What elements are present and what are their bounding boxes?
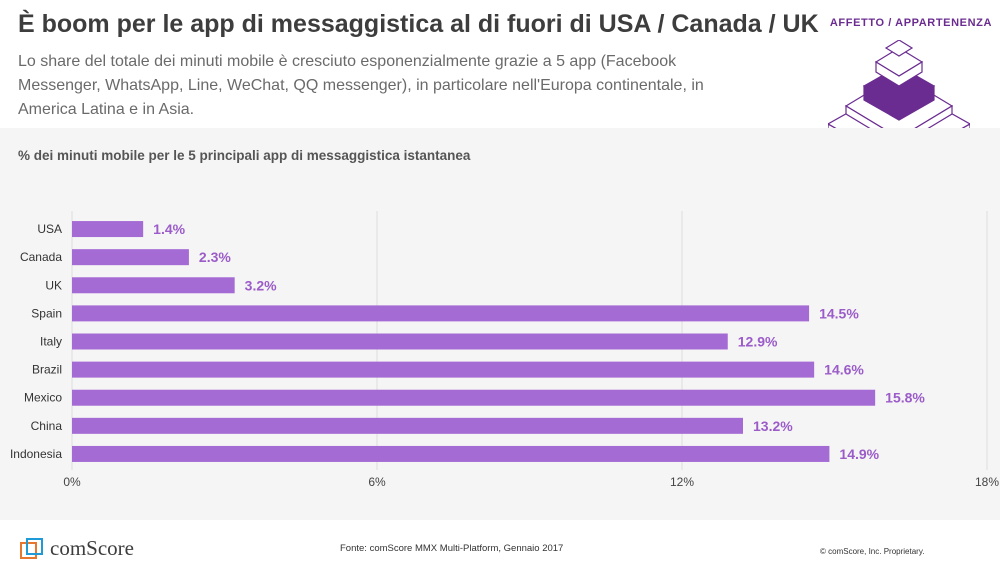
x-tick-label: 12% bbox=[670, 475, 694, 489]
category-tag: AFFETTO / APPARTENENZA bbox=[829, 17, 992, 29]
logo-text: comScore bbox=[50, 536, 134, 560]
bar bbox=[72, 417, 743, 434]
category-label: Spain bbox=[31, 306, 62, 320]
bar bbox=[72, 389, 876, 406]
bar bbox=[72, 277, 235, 294]
data-label: 13.2% bbox=[753, 418, 793, 434]
category-label: UK bbox=[45, 278, 62, 292]
page-subtitle: Lo share del totale dei minuti mobile è … bbox=[18, 53, 704, 118]
data-label: 15.8% bbox=[885, 390, 925, 406]
x-tick-label: 0% bbox=[63, 475, 81, 489]
comscore-logo-icon bbox=[20, 537, 43, 559]
chart-title: % dei minuti mobile per le 5 principali … bbox=[18, 148, 471, 163]
source-note: Fonte: comScore MMX Multi-Platform, Genn… bbox=[340, 543, 564, 554]
bar bbox=[72, 333, 728, 350]
data-label: 14.6% bbox=[824, 362, 864, 378]
category-label: Canada bbox=[20, 250, 62, 264]
copyright-note: © comScore, Inc. Proprietary. bbox=[820, 547, 925, 556]
bar-chart: 0% 6% 12% 18% USA 1.4% Canada 2.3% UK 3.2% Spain 14… bbox=[10, 211, 999, 489]
page-title: È boom per le app di messaggistica al di… bbox=[18, 10, 819, 38]
comscore-logo: comScore bbox=[20, 536, 134, 561]
category-label: USA bbox=[37, 222, 62, 236]
bar bbox=[72, 445, 830, 462]
category-label: China bbox=[31, 419, 63, 433]
bar bbox=[72, 361, 815, 378]
data-label: 14.5% bbox=[819, 305, 859, 321]
category-label: Indonesia bbox=[10, 447, 62, 461]
bar bbox=[72, 305, 810, 322]
data-label: 3.2% bbox=[245, 277, 277, 293]
x-tick-label: 18% bbox=[975, 475, 999, 489]
bar bbox=[72, 249, 189, 266]
data-label: 1.4% bbox=[153, 221, 185, 237]
data-label: 12.9% bbox=[738, 334, 778, 350]
category-label: Brazil bbox=[32, 363, 62, 377]
bar bbox=[72, 221, 144, 238]
data-label: 14.9% bbox=[839, 446, 879, 462]
category-label: Italy bbox=[40, 335, 62, 349]
category-label: Mexico bbox=[24, 391, 62, 405]
x-tick-label: 6% bbox=[368, 475, 386, 489]
data-label: 2.3% bbox=[199, 249, 231, 265]
